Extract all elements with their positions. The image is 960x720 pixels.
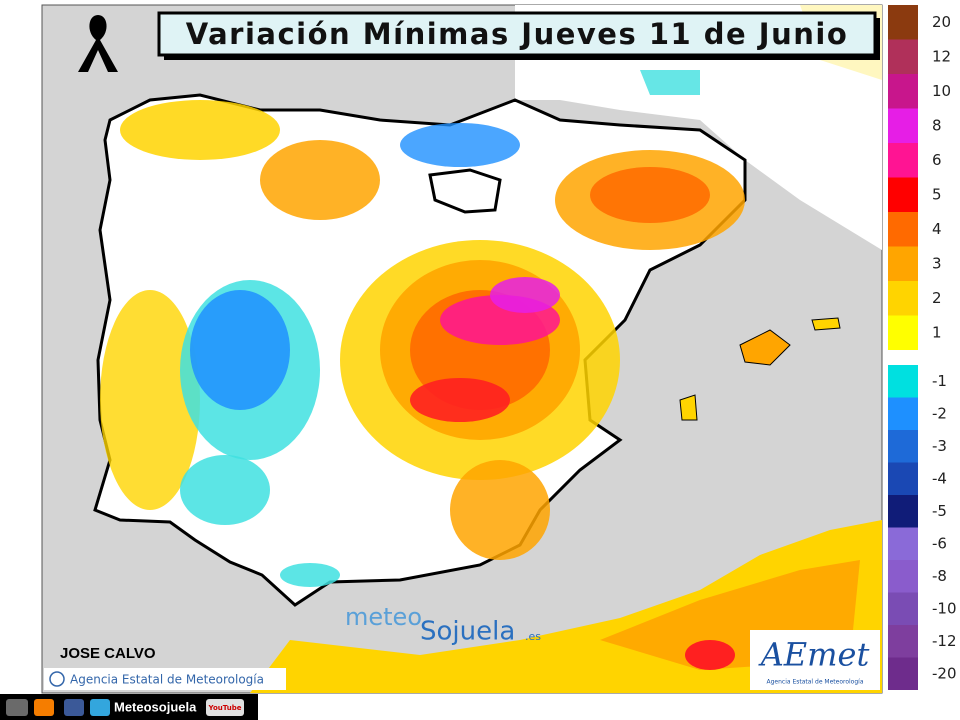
- blogger-icon: [34, 699, 54, 716]
- legend-swatch: [888, 592, 918, 625]
- footer-site: Meteosojuela: [114, 699, 197, 714]
- author: JOSE CALVO: [60, 645, 156, 662]
- legend-label: 20: [932, 13, 951, 31]
- legend-swatch: [888, 365, 918, 398]
- legend-label: -1: [932, 372, 947, 390]
- logo-name: AEmet: [758, 636, 870, 674]
- legend-swatch: [888, 462, 918, 495]
- ibiza: [679, 394, 698, 421]
- field-cyan: [180, 455, 270, 525]
- field-yellow: [100, 290, 200, 510]
- legend-label: -6: [932, 534, 947, 552]
- legend-label: -2: [932, 404, 947, 422]
- legend-swatch: [888, 495, 918, 528]
- field-blue: [190, 290, 290, 410]
- field-magenta: [490, 277, 560, 313]
- legend-swatch: [888, 657, 918, 690]
- title-box: [157, 11, 877, 57]
- field-orange: [260, 140, 380, 220]
- legend-swatch: [888, 315, 918, 350]
- ribbon-icon: [78, 15, 118, 72]
- menorca: [811, 317, 841, 331]
- watermark-meteo: meteo: [345, 603, 422, 631]
- watermark-sojuela: Sojuela: [420, 617, 515, 647]
- legend-swatch: [888, 39, 918, 74]
- legend-label: -10: [932, 599, 957, 617]
- legend-swatch: [888, 560, 918, 593]
- legend-swatch: [888, 527, 918, 560]
- legend-swatch: [888, 143, 918, 178]
- legend-swatch: [888, 177, 918, 212]
- france: [515, 5, 882, 250]
- youtube-icon: [206, 699, 244, 716]
- field-blue: [400, 123, 520, 167]
- legend-swatch: [888, 281, 918, 316]
- legend-swatch: [888, 74, 918, 109]
- legend-label: -4: [932, 469, 947, 487]
- africa-red: [685, 640, 735, 670]
- field-cyan: [280, 563, 340, 587]
- youtube-label: YouTube: [208, 704, 242, 712]
- legend-swatch: [888, 212, 918, 247]
- copyright-icon: [49, 671, 65, 687]
- title: Variación Mínimas Jueves 11 de Junio: [186, 17, 849, 51]
- twitter-icon: [90, 699, 110, 716]
- legend-label: -12: [932, 632, 957, 650]
- legend-label: -3: [932, 437, 947, 455]
- legend-label: -5: [932, 502, 947, 520]
- legend-label: 5: [932, 185, 942, 203]
- watermark-es: .es: [525, 630, 541, 643]
- legend-swatch: [888, 430, 918, 463]
- mallorca: [739, 329, 791, 366]
- logo-subtitle: Agencia Estatal de Meteorología: [767, 679, 864, 686]
- field-orange-dark: [590, 167, 710, 223]
- legend-label: -8: [932, 567, 947, 585]
- legend-swatch: [888, 397, 918, 430]
- la-rioja: [428, 168, 502, 214]
- credit: Agencia Estatal de Meteorología: [70, 673, 264, 687]
- legend-label: 10: [932, 82, 951, 100]
- credit-box: [44, 668, 286, 690]
- legend-label: 1: [932, 323, 942, 341]
- legend-label: 8: [932, 116, 942, 134]
- field-yellow: [120, 100, 280, 160]
- facebook-icon: [64, 699, 84, 716]
- legend-label: -20: [932, 664, 957, 682]
- legend-label: 3: [932, 254, 942, 272]
- field-orange: [450, 460, 550, 560]
- legend-swatch: [888, 5, 918, 40]
- legend-label: 12: [932, 47, 951, 65]
- legend-label: 4: [932, 220, 942, 238]
- instagram-icon: [6, 699, 28, 716]
- legend: 20 12 10 8 6 5 4 3 2 1 -1 -2 -3 -4 -5 -6 -8 -10 -12 -20: [888, 5, 957, 690]
- field-red: [410, 378, 510, 422]
- legend-swatch: [888, 246, 918, 281]
- legend-swatch: [888, 625, 918, 658]
- legend-label: 2: [932, 289, 942, 307]
- france-cyan: [640, 70, 700, 95]
- logo-box: [750, 630, 880, 690]
- temperature-field: [100, 100, 745, 587]
- legend-label: 6: [932, 151, 942, 169]
- legend-swatch: [888, 108, 918, 143]
